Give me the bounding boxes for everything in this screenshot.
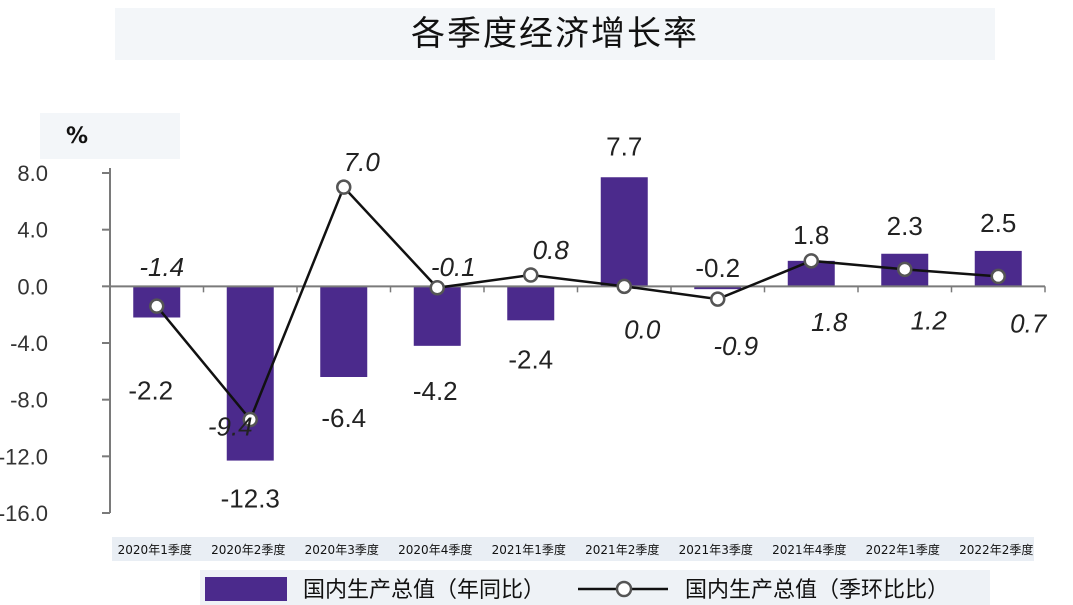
chart-title: 各季度经济增长率: [411, 14, 699, 54]
line-data-label: -0.1: [431, 252, 476, 282]
x-category-label: 2021年3季度: [679, 542, 753, 557]
bar: [694, 286, 742, 290]
line-data-label: -1.4: [139, 252, 184, 282]
title-bar: 各季度经济增长率: [115, 8, 995, 60]
line-point-marker: [616, 278, 632, 295]
x-category-label: 2021年4季度: [772, 542, 846, 557]
x-category-label: 2020年4季度: [398, 542, 472, 557]
category-label-band: [112, 537, 1034, 561]
legend-label-qoq: 国内生产总值（季环比比）: [685, 578, 950, 603]
bar-data-label: 1.8: [793, 220, 829, 250]
line-data-label: -0.9: [713, 331, 758, 361]
line-data-label: 0.8: [533, 235, 570, 265]
x-category-label: 2020年3季度: [305, 542, 379, 557]
y-axis-unit-label: %: [66, 124, 89, 149]
line-point-marker: [897, 261, 913, 278]
bar-data-label: 7.7: [606, 131, 642, 161]
bar-data-label: -2.4: [508, 344, 553, 374]
bar-data-label: -2.2: [128, 376, 173, 406]
y-tick-label: -12.0: [0, 444, 48, 469]
line-data-label: 0.7: [1010, 308, 1048, 338]
unit-box: [40, 113, 180, 159]
bar-data-label: -0.2: [695, 253, 740, 283]
x-category-label: 2022年1季度: [866, 542, 940, 557]
line-point-marker: [242, 411, 258, 428]
x-category-label: 2022年2季度: [959, 542, 1033, 557]
line-series-qoq: [155, 184, 999, 422]
bar: [413, 286, 461, 346]
bar: [600, 177, 648, 287]
line-data-label: 1.2: [911, 305, 948, 335]
x-category-label: 2020年1季度: [118, 542, 192, 557]
legend-label-yoy: 国内生产总值（年同比）: [303, 578, 546, 603]
line-data-label: 7.0: [344, 147, 381, 177]
bar: [507, 286, 555, 321]
y-tick-label: 8.0: [17, 161, 48, 186]
line-point-marker: [149, 298, 165, 314]
y-tick-label: -8.0: [10, 388, 48, 413]
line-point-marker: [429, 280, 445, 296]
x-category-label: 2021年2季度: [585, 542, 659, 557]
line-data-label: -9.4: [208, 412, 253, 442]
y-tick-label: 0.0: [17, 274, 48, 299]
bar-data-label: -12.3: [221, 484, 280, 514]
bar: [320, 286, 368, 377]
bar: [226, 286, 274, 461]
bar-data-label: 2.3: [887, 211, 923, 241]
x-category-label: 2020年2季度: [211, 542, 285, 557]
bar-data-label: -6.4: [321, 403, 366, 433]
line-point-marker: [336, 179, 352, 195]
bar-data-label: -4.2: [413, 376, 458, 406]
legend-swatch-marker: [615, 580, 633, 598]
line-point-marker: [803, 253, 819, 269]
line-point-marker: [710, 291, 726, 307]
bar-data-label: 2.5: [980, 208, 1016, 238]
y-tick-label: 4.0: [17, 218, 48, 243]
line-data-label: 1.8: [811, 307, 848, 337]
x-category-label: 2021年1季度: [492, 542, 566, 557]
line-point-marker: [523, 267, 539, 283]
y-tick-label: -4.0: [10, 331, 48, 356]
y-tick-label: -16.0: [0, 501, 48, 526]
legend-swatch-bar: [205, 577, 287, 601]
line-data-label: 0.0: [624, 314, 661, 344]
line-point-marker: [990, 268, 1006, 285]
legend: [200, 570, 990, 605]
